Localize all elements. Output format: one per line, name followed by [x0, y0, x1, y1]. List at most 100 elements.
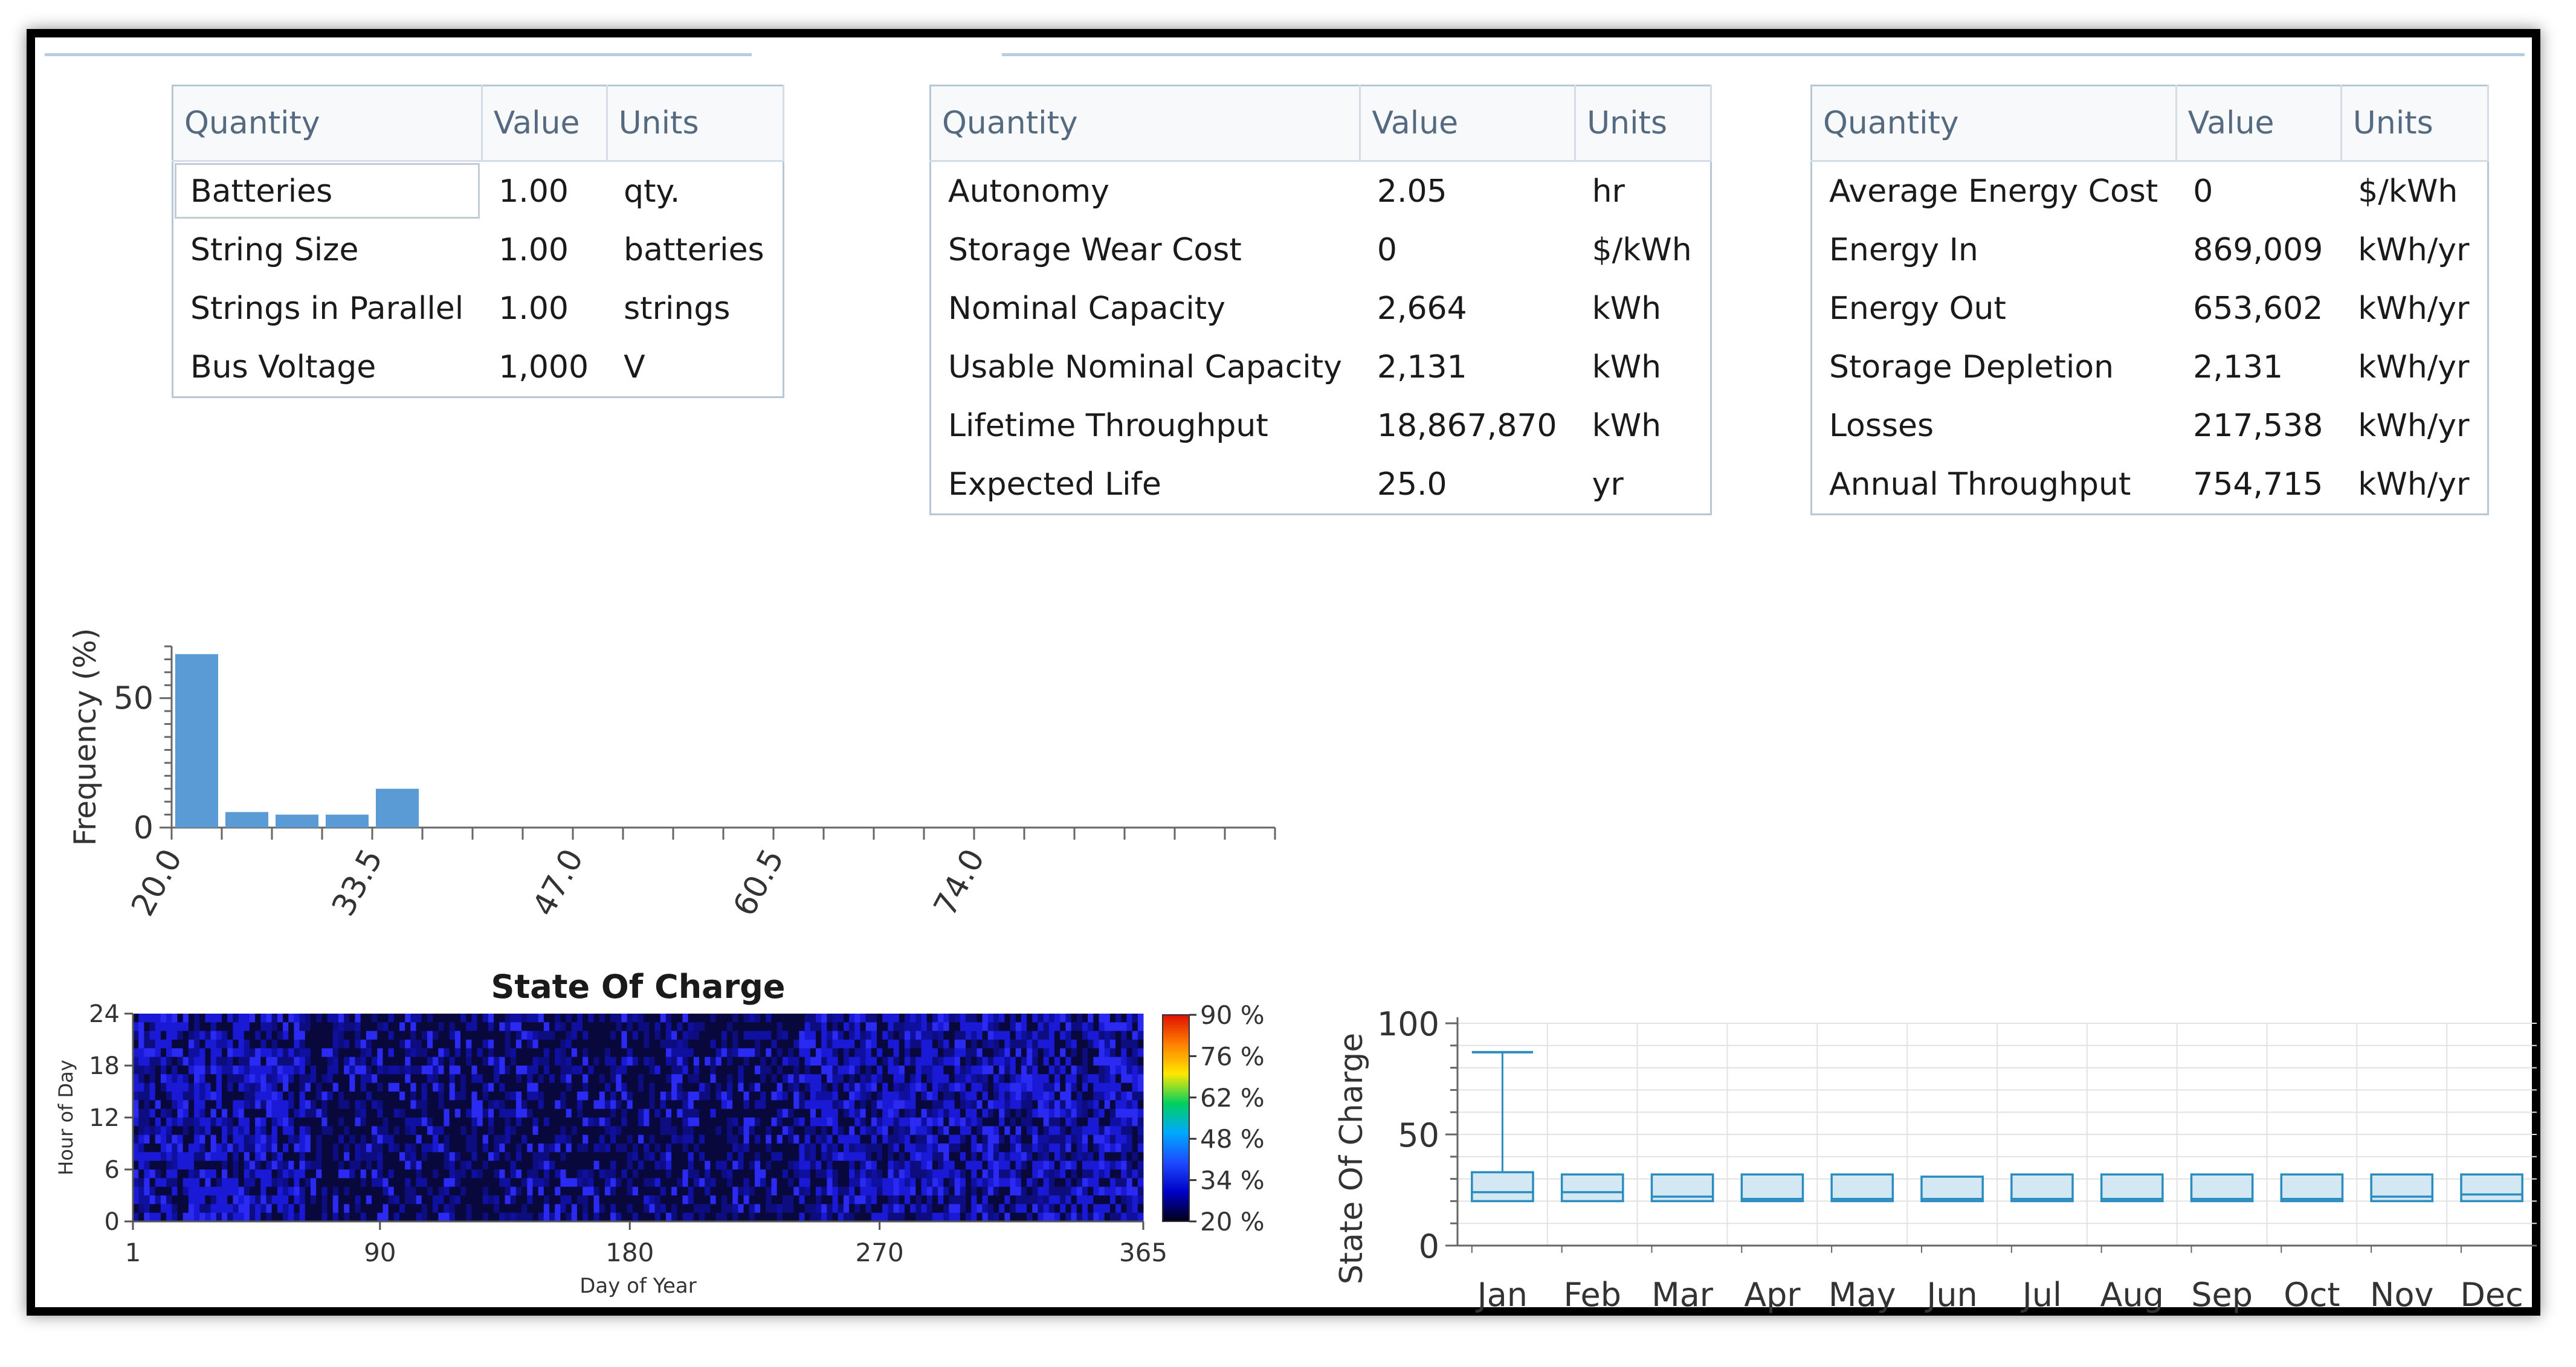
box [2190, 1173, 2254, 1203]
box [2460, 1173, 2523, 1203]
table-row[interactable]: Batteries 1.00 qty. [173, 161, 784, 221]
column-header-quantity[interactable]: Quantity [172, 85, 483, 162]
quantity-cell: Batteries [173, 161, 482, 221]
table-row[interactable]: Annual Throughput 754,715 kWh/yr [1812, 455, 2488, 515]
histogram-bar [326, 814, 369, 828]
units-cell: $/kWh [2358, 173, 2458, 210]
x-tick-label: 365 [1119, 1238, 1167, 1267]
x-tick-label: May [1829, 1276, 1896, 1314]
table-row[interactable]: Bus Voltage 1,000 V [173, 338, 784, 397]
column-header-value[interactable]: Value [482, 85, 608, 162]
x-tick-label: 90 [364, 1238, 396, 1267]
colorbar-label: 34 % [1200, 1166, 1265, 1195]
histogram-bar [175, 654, 218, 828]
table-row[interactable]: Usable Nominal Capacity 2,131 kWh [931, 338, 1711, 396]
table-row[interactable]: Storage Depletion 2,131 kWh/yr [1812, 338, 2488, 396]
colorbar-label: 48 % [1200, 1124, 1265, 1154]
quantity-cell: Annual Throughput [1829, 466, 2131, 503]
units-cell: kWh [1592, 349, 1662, 385]
units-cell: qty. [624, 173, 680, 210]
column-header-value[interactable]: Value [2176, 85, 2342, 162]
table-row[interactable]: Average Energy Cost 0 $/kWh [1812, 161, 2488, 221]
quantity-cell: Storage Wear Cost [948, 231, 1242, 268]
chart-title: State Of Charge [491, 968, 785, 1006]
x-tick-label: Apr [1744, 1276, 1801, 1314]
value-cell: 18,867,870 [1377, 407, 1557, 444]
x-tick-label: Sep [2191, 1276, 2253, 1314]
y-tick-label: 12 [89, 1104, 120, 1132]
column-header-units[interactable]: Units [607, 85, 784, 162]
colorbar-label: 20 % [1200, 1207, 1265, 1237]
units-cell: batteries [624, 231, 764, 268]
table-row[interactable]: Losses 217,538 kWh/yr [1812, 396, 2488, 455]
units-cell: kWh/yr [2358, 466, 2470, 503]
box [1471, 1171, 1534, 1203]
quantity-cell: Nominal Capacity [948, 290, 1225, 327]
y-axis-label: Frequency (%) [68, 628, 103, 846]
heatmap-cells [133, 1014, 1144, 1222]
box [2280, 1173, 2344, 1203]
x-tick-label: Jun [1925, 1276, 1977, 1314]
value-cell: 754,715 [2193, 466, 2323, 503]
table-row[interactable]: Strings in Parallel 1.00 strings [173, 279, 784, 338]
table-row[interactable]: Lifetime Throughput 18,867,870 kWh [931, 396, 1711, 455]
quantity-cell: Energy Out [1829, 290, 2006, 327]
value-cell: 217,538 [2193, 407, 2323, 444]
box [1740, 1173, 1804, 1203]
battery-config-table: Quantity Value Units Batteries 1.00 qty. St… [172, 85, 784, 398]
quantity-cell: String Size [190, 231, 359, 268]
column-header-units[interactable]: Units [1575, 85, 1712, 162]
quantity-cell: Storage Depletion [1829, 349, 2114, 385]
y-tick-label: 0 [105, 1208, 120, 1236]
table-row[interactable]: Autonomy 2.05 hr [931, 161, 1711, 221]
table-header-row: Quantity Value Units [930, 85, 1712, 162]
value-cell: 1,000 [499, 349, 589, 385]
value-cell: 0 [2193, 173, 2213, 210]
table-row[interactable]: Energy Out 653,602 kWh/yr [1812, 279, 2488, 338]
column-header-quantity[interactable]: Quantity [1811, 85, 2177, 162]
box [2010, 1173, 2074, 1203]
value-cell: 869,009 [2193, 231, 2323, 268]
value-cell: 1.00 [499, 173, 569, 210]
quantity-cell: Usable Nominal Capacity [948, 349, 1342, 385]
x-tick-label: 1 [125, 1238, 141, 1267]
column-header-value[interactable]: Value [1360, 85, 1577, 162]
value-cell: 653,602 [2193, 290, 2323, 327]
units-cell: kWh/yr [2358, 407, 2470, 444]
histogram-bar [376, 788, 419, 828]
quantity-cell: Average Energy Cost [1829, 173, 2158, 210]
colorbar-label: 62 % [1200, 1083, 1265, 1113]
quantity-cell: Bus Voltage [190, 349, 376, 385]
column-header-quantity[interactable]: Quantity [930, 85, 1361, 162]
units-cell: V [624, 349, 645, 385]
x-tick-label: Jan [1476, 1276, 1528, 1314]
x-tick-label: Dec [2460, 1276, 2523, 1314]
table-row[interactable]: Storage Wear Cost 0 $/kWh [931, 220, 1711, 279]
x-tick-label: Nov [2370, 1276, 2433, 1314]
value-cell: 1.00 [499, 231, 569, 268]
table-row[interactable]: String Size 1.00 batteries [173, 220, 784, 279]
table-row[interactable]: Expected Life 25.0 yr [931, 455, 1711, 515]
quantity-cell: Strings in Parallel [190, 290, 464, 327]
results-panel: Quantity Value Units Batteries 1.00 qty. St… [27, 29, 2540, 1316]
x-tick-label: Jul [2021, 1276, 2062, 1314]
units-cell: yr [1592, 466, 1624, 503]
value-cell: 2.05 [1377, 173, 1447, 210]
tab-underline-left [45, 53, 752, 56]
histogram-bar [276, 814, 318, 828]
quantity-cell: Losses [1829, 407, 1934, 444]
box [1920, 1176, 1984, 1203]
quantity-cell: Autonomy [948, 173, 1109, 210]
column-header-units[interactable]: Units [2341, 85, 2490, 162]
value-cell: 1.00 [499, 290, 569, 327]
y-tick-label: 50 [114, 681, 153, 717]
table-row[interactable]: Energy In 869,009 kWh/yr [1812, 220, 2488, 279]
value-cell: 0 [1377, 231, 1397, 268]
value-cell: 2,131 [2193, 349, 2284, 385]
x-tick-label: 180 [605, 1238, 654, 1267]
soc-heatmap-chart: State Of Charge 0 6 12 18 24 1 90 180 270 365 Day o… [54, 968, 1265, 1298]
table-row[interactable]: Nominal Capacity 2,664 kWh [931, 279, 1711, 338]
units-cell: kWh/yr [2358, 231, 2470, 268]
